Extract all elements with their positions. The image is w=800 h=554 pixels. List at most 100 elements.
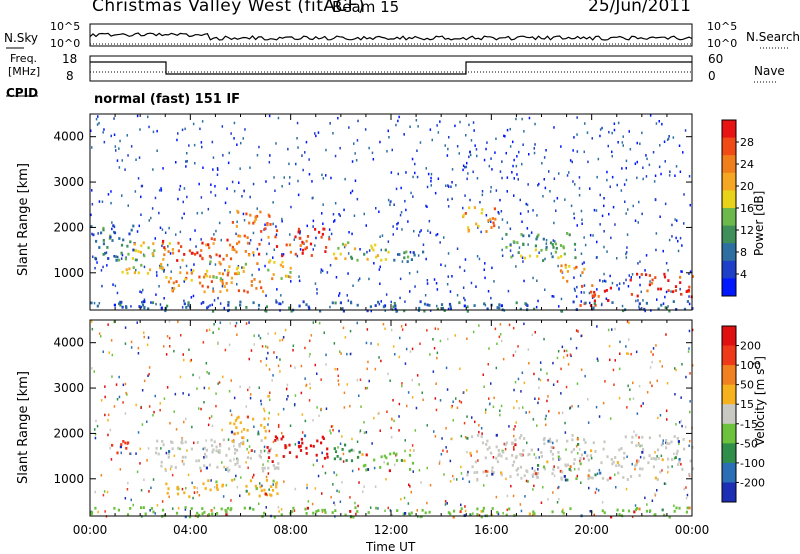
- noise-cell: [210, 415, 213, 418]
- noise-cell: [152, 130, 155, 134]
- noise-cell: [434, 435, 437, 438]
- data-cell: [185, 306, 188, 309]
- data-cell: [591, 476, 594, 480]
- data-cell: [481, 208, 484, 211]
- noise-cell: [153, 410, 155, 414]
- data-cell: [648, 274, 651, 277]
- noise-cell: [473, 129, 475, 132]
- noise-cell: [114, 284, 117, 288]
- noise-cell: [215, 404, 217, 408]
- noise-cell: [277, 116, 280, 120]
- noise-cell: [338, 292, 341, 295]
- noise-cell: [449, 480, 452, 483]
- data-cell: [505, 245, 508, 249]
- data-cell: [164, 469, 167, 472]
- noise-cell: [534, 397, 536, 400]
- data-cell: [126, 244, 129, 248]
- data-cell: [568, 468, 571, 471]
- data-cell: [403, 256, 406, 260]
- colorbar-swatch: [722, 120, 736, 139]
- noise-cell: [526, 227, 529, 230]
- data-cell: [686, 300, 689, 303]
- noise-cell: [363, 421, 365, 424]
- data-cell: [226, 288, 229, 292]
- noise-cell: [101, 200, 104, 203]
- data-cell: [165, 482, 168, 486]
- noise-cell: [176, 138, 178, 142]
- noise-cell: [523, 279, 525, 283]
- noise-cell: [98, 121, 100, 125]
- noise-cell: [495, 366, 498, 370]
- noise-cell: [450, 406, 453, 409]
- data-cell: [491, 466, 494, 470]
- noise-cell: [331, 425, 334, 428]
- data-cell: [633, 510, 636, 514]
- noise-cell: [110, 458, 113, 461]
- noise-cell: [556, 356, 559, 360]
- noise-cell: [481, 190, 484, 193]
- noise-cell: [498, 226, 500, 229]
- data-cell: [634, 464, 637, 468]
- noise-cell: [574, 183, 576, 186]
- data-cell: [134, 258, 137, 262]
- noise-cell: [196, 486, 198, 490]
- data-cell: [129, 240, 132, 244]
- noise-cell: [651, 384, 653, 388]
- noise-cell: [603, 245, 605, 249]
- noise-cell: [401, 382, 403, 385]
- noise-cell: [481, 432, 483, 435]
- noise-cell: [282, 253, 285, 256]
- noise-cell: [353, 449, 355, 452]
- noise-cell: [527, 243, 529, 246]
- noise-cell: [275, 299, 277, 302]
- noise-cell: [94, 266, 96, 270]
- noise-cell: [671, 223, 673, 227]
- noise-cell: [533, 453, 536, 456]
- data-cell: [196, 511, 199, 515]
- noise-cell: [96, 424, 99, 428]
- noise-cell: [648, 163, 651, 167]
- noise-cell: [92, 255, 94, 258]
- noise-cell: [103, 490, 106, 493]
- noise-cell: [506, 176, 509, 179]
- data-cell: [237, 271, 240, 275]
- noise-cell: [416, 175, 419, 179]
- noise-cell: [539, 361, 542, 364]
- data-cell: [216, 512, 219, 515]
- noise-cell: [404, 449, 406, 453]
- noise-cell: [390, 200, 392, 203]
- noise-cell: [184, 508, 187, 511]
- data-cell: [102, 226, 105, 230]
- noise-cell: [618, 396, 621, 400]
- noise-cell: [502, 357, 505, 361]
- data-cell: [119, 445, 122, 449]
- noise-cell: [464, 436, 467, 439]
- data-cell: [570, 450, 573, 454]
- data-cell: [190, 278, 193, 282]
- noise-cell: [583, 236, 585, 239]
- noise-cell: [625, 212, 627, 215]
- noise-cell: [558, 497, 560, 501]
- noise-cell: [200, 196, 203, 199]
- noise-cell: [244, 128, 246, 131]
- noise-cell: [456, 478, 458, 481]
- data-cell: [171, 248, 174, 251]
- noise-cell: [427, 172, 430, 176]
- noise-cell: [212, 156, 215, 159]
- data-cell: [603, 440, 606, 444]
- data-cell: [150, 507, 153, 510]
- noise-cell: [149, 509, 151, 512]
- noise-cell: [430, 172, 433, 176]
- data-cell: [616, 508, 619, 512]
- noise-cell: [658, 165, 661, 169]
- noise-cell: [578, 448, 581, 451]
- noise-cell: [665, 409, 668, 412]
- noise-cell: [552, 383, 555, 386]
- data-cell: [171, 288, 174, 292]
- data-cell: [536, 235, 539, 239]
- data-cell: [264, 429, 267, 433]
- noise-cell: [405, 171, 407, 174]
- noise-cell: [527, 348, 530, 351]
- noise-cell: [138, 156, 141, 159]
- noise-cell: [484, 411, 487, 414]
